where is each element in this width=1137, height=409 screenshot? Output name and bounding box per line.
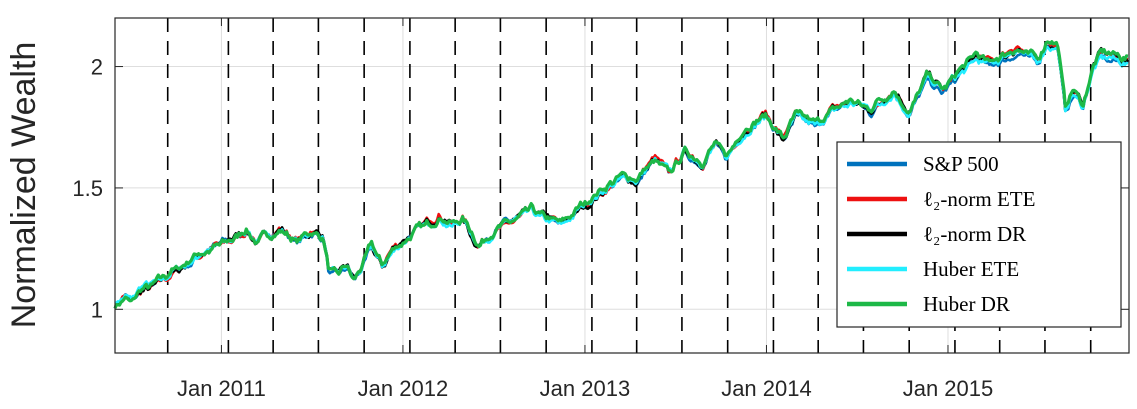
legend: S&P 500 ℓ₂-norm ETE ℓ₂-norm DR Huber ETE Hub… [836,141,1122,328]
x-tick-label: Jan 2015 [903,376,994,401]
x-tick-label: Jan 2011 [177,376,266,401]
y-tick-label: 1 [91,297,103,322]
y-tick-label: 2 [91,55,103,80]
y-tick-label: 1.5 [72,176,103,201]
y-axis-title: Normalized Wealth [5,42,43,329]
x-axis-ticks: Jan 2011 Jan 2012 Jan 2013 Jan 2014 Jan 2015 [177,18,993,401]
series-line [113,40,1129,309]
legend-entry-label: ℓ₂-norm DR [923,222,1026,246]
series-lines [113,40,1129,309]
legend-entry-label: Huber DR [923,292,1010,316]
y-axis-ticks: 11.52 [72,55,1129,322]
plot-frame [114,17,1130,354]
legend-entry-label: S&P 500 [923,152,999,176]
x-tick-label: Jan 2012 [358,376,449,401]
legend-entry-label: Huber ETE [923,257,1019,281]
legend-entry-label: ℓ₂-norm ETE [923,187,1035,211]
x-tick-label: Jan 2013 [540,376,631,401]
x-tick-label: Jan 2014 [721,376,812,401]
